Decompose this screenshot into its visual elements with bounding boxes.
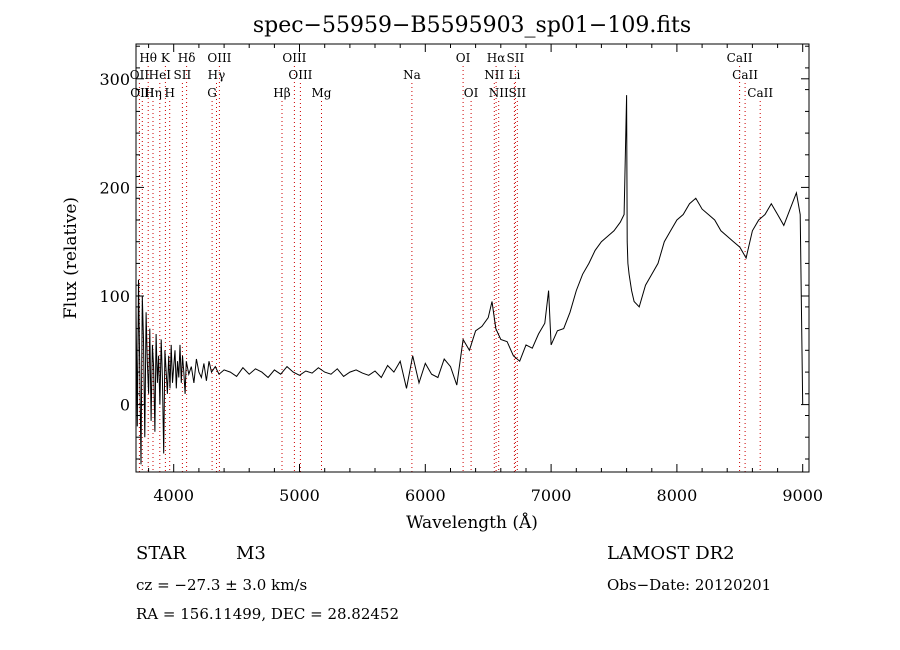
spectral-line-label: H [164,86,174,100]
spectral-line-label: HeI [149,68,172,82]
x-axis-label: Wavelength (Å) [406,512,538,533]
x-tick-label: 8000 [657,486,698,505]
obs-date-text: Obs−Date: 20120201 [607,576,771,594]
spectral-line-label: OI [464,86,479,100]
spectral-line-label: G [207,86,217,100]
spectral-line-label: Hθ [139,51,157,65]
x-tick-label: 9000 [782,486,823,505]
x-tick-label: 5000 [279,486,320,505]
redshift-text: cz = −27.3 ± 3.0 km/s [136,576,307,594]
y-axis-label: Flux (relative) [61,197,81,319]
x-tick-label: 6000 [405,486,446,505]
spectral-line-label: SII [174,68,192,82]
spectral-line-label: Hα [487,51,506,65]
spectral-line-label: K [161,51,171,65]
spectrum-series-line [135,95,804,465]
x-axis-ticks: 4000 5000 6000 7000 8000 9000 [148,44,823,505]
spectral-line-label: CaII [732,68,758,82]
spectral-line-label: OIII [207,51,231,65]
spectral-line-label: CaII [727,51,753,65]
spectral-line-label: SII [507,51,525,65]
spectral-line-label: SII [508,86,526,100]
spectral-line-label: NII [484,68,504,82]
x-tick-label: 7000 [531,486,572,505]
spectral-line-label: Na [403,68,421,82]
y-tick-label: 200 [99,178,130,197]
spectral-line-label: OII [130,68,150,82]
spectral-line-label: Mg [312,86,332,100]
chart-title: spec−55959−B5595903_sp01−109.fits [253,13,691,38]
catalog-name: LAMOST DR2 [607,543,735,564]
spectral-line-label: Li [508,68,520,82]
object-class: STAR [136,543,186,564]
spectral-line-label: CaII [747,86,773,100]
y-axis-ticks: 0 100 200 300 [99,45,809,460]
object-subclass: M3 [236,543,266,564]
x-tick-label: 4000 [153,486,194,505]
spectral-line-label: OIII [288,68,312,82]
spectral-line-label: Hη [144,86,162,100]
y-tick-label: 0 [120,396,130,415]
y-tick-label: 100 [99,287,130,306]
spectral-line-label: Hγ [208,68,226,82]
spectral-line-label: OI [456,51,471,65]
spectral-line-label: NII [489,86,509,100]
spectral-line-label: Hδ [178,51,196,65]
plot-frame [135,43,810,473]
y-tick-label: 300 [99,70,130,89]
spectral-line-label: OIII [282,51,306,65]
spectral-line-label: Hβ [273,86,290,100]
spectral-line-markers [138,66,761,472]
coordinates-text: RA = 156.11499, DEC = 28.82452 [136,605,399,623]
